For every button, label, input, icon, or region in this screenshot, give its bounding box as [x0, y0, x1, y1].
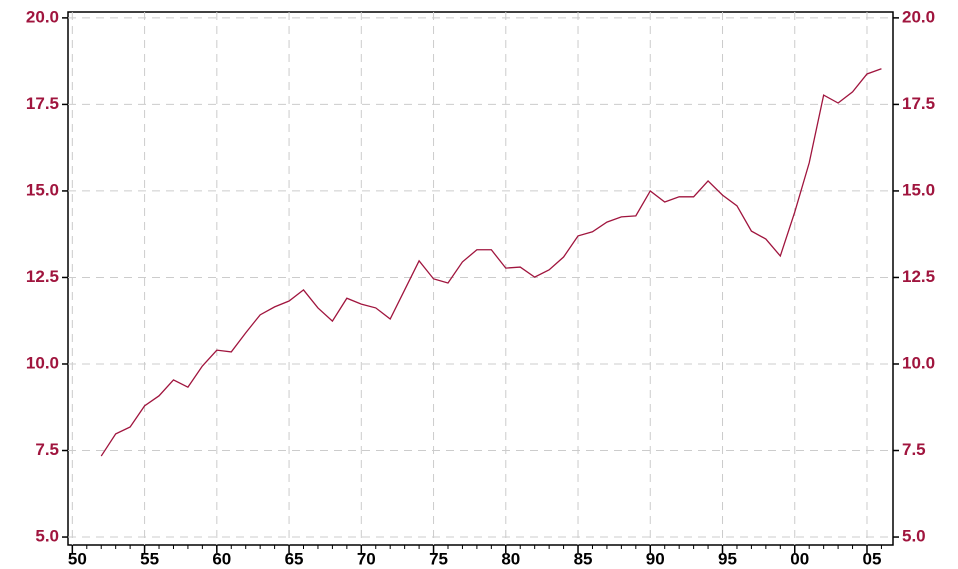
plot-frame — [67, 11, 894, 546]
y2-tick-label: 15.0 — [902, 180, 935, 199]
x-tick-label: 05 — [863, 549, 882, 568]
y2-tick-label: 5.0 — [902, 527, 926, 546]
x-tick-label: 85 — [574, 549, 593, 568]
x-tick-label: 00 — [790, 549, 809, 568]
x-tick-label: 50 — [68, 549, 87, 568]
x-tick-label: 70 — [357, 549, 376, 568]
y-tick-label: 7.5 — [35, 440, 59, 459]
y-tick-label: 12.5 — [26, 267, 59, 286]
y2-tick-label: 7.5 — [902, 440, 926, 459]
y-tick-label: 20.0 — [26, 7, 59, 26]
x-tick-label: 55 — [140, 549, 159, 568]
y-tick-label: 15.0 — [26, 180, 59, 199]
x-tick-label: 90 — [646, 549, 665, 568]
x-tick-label: 75 — [429, 549, 448, 568]
x-tick-label: 95 — [718, 549, 737, 568]
x-tick-label: 60 — [212, 549, 231, 568]
y-tick-label: 5.0 — [35, 527, 59, 546]
data-line — [100, 68, 882, 457]
y-tick-label: 10.0 — [26, 353, 59, 372]
y2-tick-label: 20.0 — [902, 7, 935, 26]
y2-tick-label: 12.5 — [902, 267, 935, 286]
x-tick-label: 65 — [285, 549, 304, 568]
x-tick-label: 80 — [501, 549, 520, 568]
y2-tick-label: 10.0 — [902, 353, 935, 372]
y-tick-label: 17.5 — [26, 94, 59, 113]
y2-tick-label: 17.5 — [902, 94, 935, 113]
